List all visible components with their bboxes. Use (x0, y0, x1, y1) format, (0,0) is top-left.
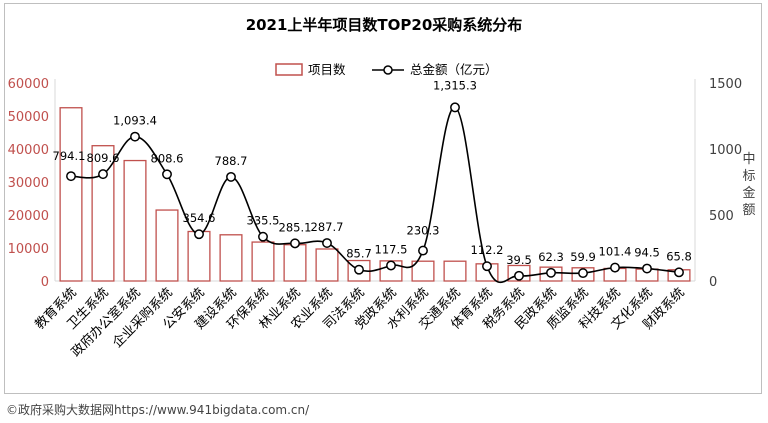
line-point (418, 245, 428, 256)
line-data-label: 39.5 (506, 253, 532, 267)
legend-line-label: 总金额（亿元） (410, 62, 498, 77)
line-point (66, 171, 76, 182)
left-tick-label: 40000 (8, 143, 49, 158)
line-data-label: 59.9 (570, 250, 596, 264)
line-data-label: 1,315.3 (433, 78, 477, 92)
legend-bar-swatch (275, 63, 303, 76)
left-tick-label: 20000 (8, 209, 49, 224)
legend-bar-label: 项目数 (308, 62, 346, 77)
line-data-label: 335.5 (247, 214, 280, 228)
line-data-label: 794.1 (53, 149, 86, 163)
line-point (482, 261, 492, 272)
bar-item (91, 145, 115, 282)
line-point (258, 231, 268, 242)
bar-item (411, 260, 435, 282)
bar-item (59, 107, 83, 282)
line-data-label: 354.6 (183, 211, 216, 225)
line-data-label: 62.3 (538, 250, 564, 264)
line-point (578, 268, 588, 279)
bar-item (219, 234, 243, 282)
left-tick-label: 0 (41, 275, 49, 290)
line-data-label: 85.7 (346, 247, 372, 261)
line-data-label: 94.5 (634, 246, 660, 260)
line-data-label: 230.3 (407, 224, 440, 238)
line-data-label: 1,093.4 (113, 114, 157, 128)
bar-item (315, 248, 339, 282)
line-point (610, 262, 620, 273)
bar-item (443, 260, 467, 282)
bar-item (123, 159, 147, 282)
line-point (162, 169, 172, 180)
line-point (450, 102, 460, 113)
bar-item (155, 209, 179, 282)
line-point (290, 238, 300, 249)
line-data-label: 285.1 (279, 220, 312, 234)
left-tick-label: 50000 (8, 110, 49, 125)
line-point (98, 169, 108, 180)
right-tick-label: 1000 (709, 143, 742, 158)
right-axis-title-char: 额 (742, 203, 755, 218)
chart-title: 2021上半年项目数TOP20采购系统分布 (246, 16, 523, 34)
line-data-label: 117.5 (375, 242, 408, 256)
line-data-label: 101.4 (599, 245, 632, 259)
line-point (386, 260, 396, 271)
line-point (130, 131, 140, 142)
right-axis-title-char: 金 (742, 185, 755, 201)
line-data-label: 287.7 (311, 220, 344, 234)
line-point (674, 267, 684, 278)
line-point (322, 238, 332, 248)
right-axis-title-char: 标 (742, 169, 755, 184)
source-note: ©政府采购大数据网https://www.941bigdata.com.cn/ (6, 403, 310, 417)
bar-item (283, 244, 307, 282)
bar-item (251, 241, 275, 282)
line-point (642, 263, 652, 274)
line-point (226, 171, 236, 182)
left-tick-label: 60000 (8, 77, 49, 92)
right-tick-label: 500 (709, 209, 734, 224)
line-point (194, 229, 204, 240)
line-data-label: 808.6 (151, 151, 184, 165)
line-data-label: 788.7 (215, 154, 248, 168)
line-data-label: 65.8 (666, 249, 692, 263)
line-data-label: 112.2 (471, 243, 504, 257)
legend-line-marker (383, 65, 393, 75)
line-point (354, 264, 364, 275)
left-tick-label: 30000 (8, 176, 49, 191)
left-tick-label: 10000 (8, 242, 49, 257)
right-tick-label: 1500 (709, 77, 742, 92)
right-tick-label: 0 (709, 275, 717, 290)
line-point (546, 267, 556, 278)
line-point (514, 270, 524, 281)
right-axis-title-char: 中 (742, 152, 755, 167)
line-data-label: 809.6 (87, 151, 120, 165)
